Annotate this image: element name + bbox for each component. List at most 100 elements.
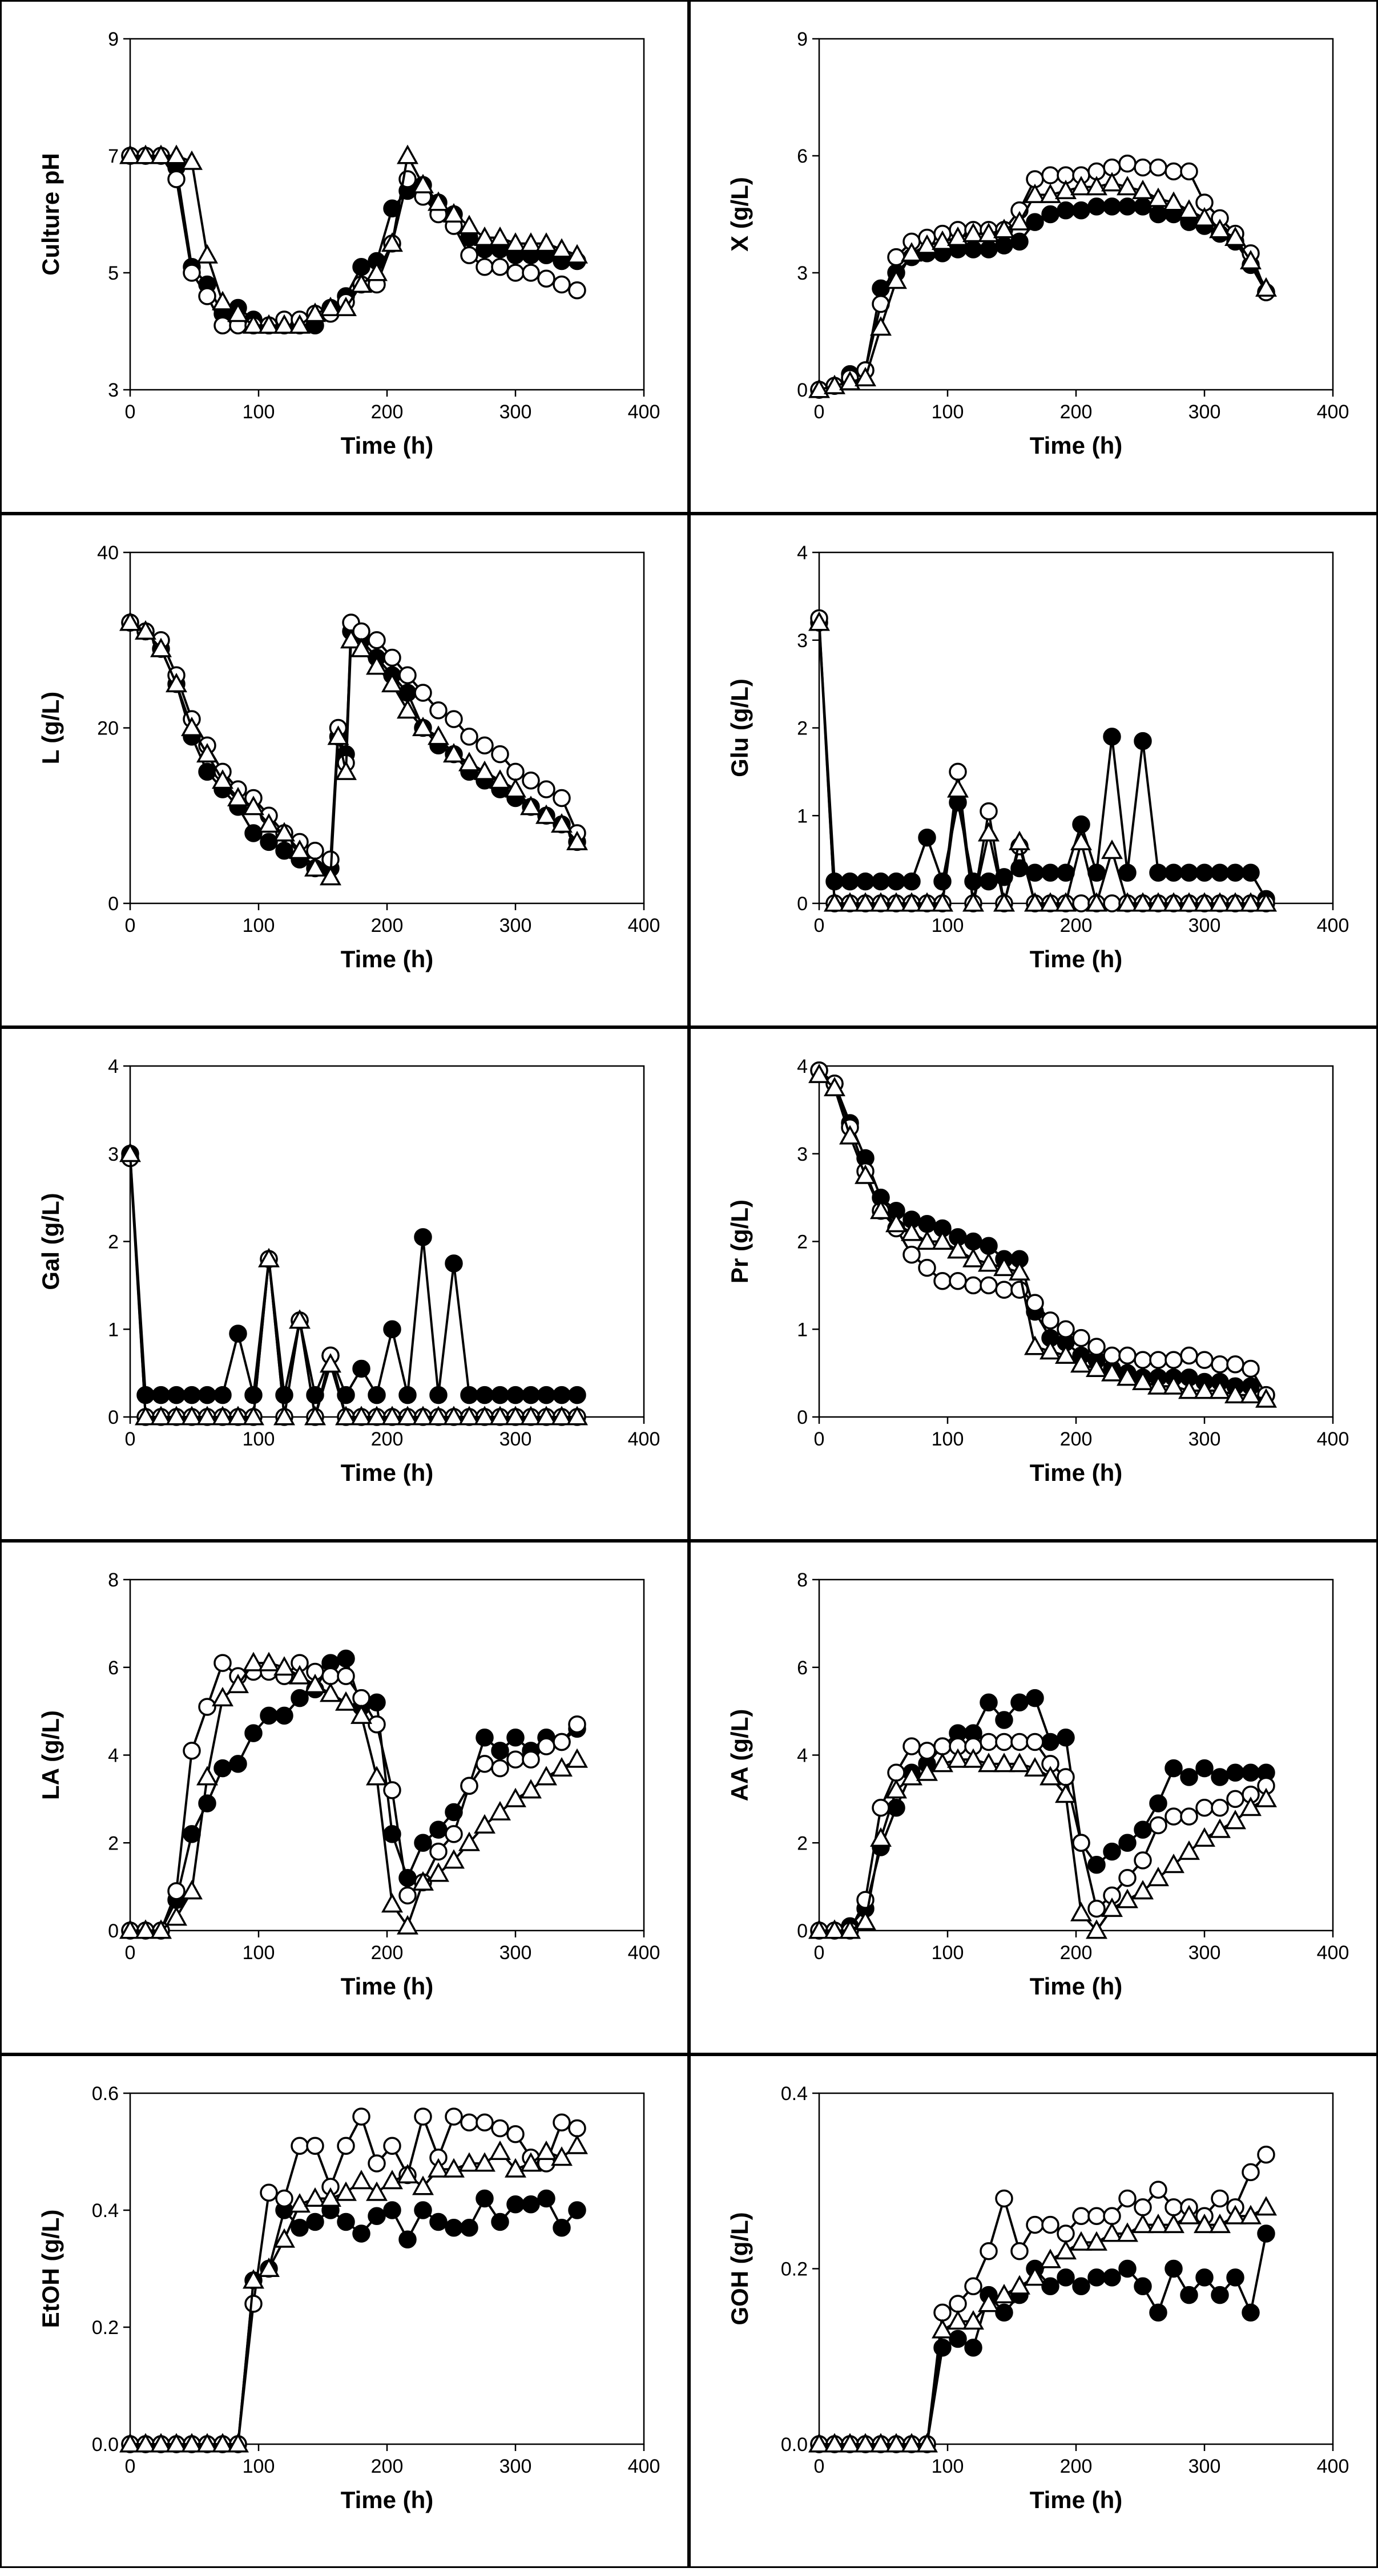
data-point-open_triangle bbox=[1055, 2240, 1077, 2260]
data-point-open_circle bbox=[306, 2137, 324, 2155]
data-point-open_triangle bbox=[196, 2433, 218, 2453]
chart-panel-l: 0 20 40 0 100 200 300 400 Time (h) L (g/L) bbox=[0, 514, 689, 1027]
x-tick-label: 0 bbox=[125, 915, 136, 936]
data-point-open_circle bbox=[429, 1842, 448, 1861]
data-point-filled_circle bbox=[414, 1228, 432, 1246]
x-tick-label: 300 bbox=[499, 401, 532, 423]
y-tick-label: 0.4 bbox=[781, 2083, 808, 2105]
data-point-open_triangle bbox=[304, 1406, 326, 1426]
data-point-open_triangle bbox=[489, 1800, 511, 1820]
data-point-open_triangle bbox=[1255, 1388, 1277, 1408]
data-point-open_triangle bbox=[901, 242, 922, 262]
data-point-open_triangle bbox=[458, 752, 480, 772]
data-point-open_triangle bbox=[273, 1406, 295, 1426]
data-point-open_triangle bbox=[243, 1406, 264, 1426]
chart-panel-aa: 0 2 4 6 8 0 100 200 300 400 Time (h) AA (g/L) bbox=[689, 1541, 1378, 2054]
data-point-filled_circle bbox=[1180, 1768, 1198, 1786]
data-point-filled_circle bbox=[213, 1386, 232, 1404]
x-tick-label: 100 bbox=[932, 1942, 964, 1964]
data-point-open_triangle bbox=[1070, 176, 1092, 196]
data-point-open_triangle bbox=[1070, 830, 1092, 850]
data-point-open_circle bbox=[553, 789, 571, 807]
data-point-open_triangle bbox=[474, 1406, 495, 1426]
data-point-open_circle bbox=[1149, 2181, 1167, 2199]
data-point-filled_circle bbox=[1057, 201, 1075, 220]
y-tick-label: 8 bbox=[797, 1569, 808, 1591]
data-point-open_circle bbox=[414, 684, 432, 702]
data-point-open_circle bbox=[1134, 1351, 1152, 1369]
data-point-open_triangle bbox=[1178, 2204, 1200, 2224]
y-axis-title: L (g/L) bbox=[37, 692, 64, 765]
data-point-open_triangle bbox=[243, 314, 264, 334]
data-point-open_triangle bbox=[1224, 1810, 1246, 1830]
data-point-open_triangle bbox=[227, 302, 249, 322]
data-point-open_circle bbox=[337, 1667, 355, 1685]
x-tick-label: 0 bbox=[125, 1428, 136, 1450]
data-point-open_circle bbox=[383, 648, 401, 667]
data-point-open_triangle bbox=[505, 1406, 526, 1426]
data-point-open_triangle bbox=[839, 1125, 861, 1145]
data-point-filled_circle bbox=[1118, 197, 1137, 216]
x-tick-label: 400 bbox=[628, 1428, 660, 1450]
data-point-open_triangle bbox=[196, 1406, 218, 1426]
data-point-filled_circle bbox=[1026, 213, 1044, 231]
data-point-open_triangle bbox=[489, 769, 511, 789]
data-point-open_circle bbox=[553, 2113, 571, 2131]
data-point-filled_circle bbox=[1134, 732, 1152, 750]
y-tick-label: 3 bbox=[797, 630, 808, 652]
data-point-open_circle bbox=[1180, 162, 1198, 181]
data-point-open_circle bbox=[306, 842, 324, 860]
y-tick-label: 3 bbox=[797, 1144, 808, 1165]
data-point-open_circle bbox=[213, 1654, 232, 1672]
data-point-open_triangle bbox=[1055, 1344, 1077, 1364]
data-point-filled_circle bbox=[918, 1215, 936, 1233]
data-point-open_triangle bbox=[808, 378, 830, 398]
data-point-open_triangle bbox=[1070, 1901, 1092, 1921]
data-point-open_triangle bbox=[535, 1766, 557, 1786]
y-tick-label: 40 bbox=[97, 542, 119, 564]
data-point-open_triangle bbox=[885, 1779, 907, 1799]
chart-panel-gal: 0 1 2 3 4 0 100 200 300 400 Time (h) Gal (g/L) bbox=[0, 1027, 689, 1541]
data-point-open_circle bbox=[491, 2119, 509, 2138]
y-axis-title: Culture pH bbox=[37, 153, 64, 276]
data-point-filled_circle bbox=[1165, 2259, 1183, 2278]
x-tick-label: 0 bbox=[814, 1942, 825, 1964]
data-point-open_circle bbox=[568, 2119, 586, 2138]
data-point-open_triangle bbox=[1055, 892, 1077, 912]
data-point-open_triangle bbox=[350, 1704, 372, 1724]
data-point-open_circle bbox=[213, 316, 232, 334]
data-point-filled_circle bbox=[1211, 1768, 1229, 1786]
data-point-open_triangle bbox=[258, 314, 280, 334]
chart-x: 0 3 6 9 0 100 200 300 400 Time (h) X (g/L) bbox=[726, 29, 1349, 459]
data-point-open_circle bbox=[1103, 1346, 1121, 1365]
data-point-open_circle bbox=[1072, 1329, 1090, 1347]
data-point-open_triangle bbox=[1209, 219, 1231, 239]
data-point-open_triangle bbox=[824, 2433, 845, 2453]
data-point-open_triangle bbox=[978, 822, 1000, 842]
data-point-open_triangle bbox=[135, 620, 156, 640]
data-point-open_triangle bbox=[1101, 839, 1123, 859]
data-point-filled_circle bbox=[1041, 1733, 1059, 1751]
data-point-filled_circle bbox=[1165, 1759, 1183, 1778]
data-point-open_triangle bbox=[916, 892, 938, 912]
data-point-open_triangle bbox=[1224, 892, 1246, 912]
data-point-open_triangle bbox=[551, 813, 573, 833]
data-point-filled_circle bbox=[995, 2303, 1013, 2322]
data-point-filled_circle bbox=[1242, 863, 1260, 882]
data-point-open_triangle bbox=[1086, 176, 1107, 196]
data-point-open_triangle bbox=[335, 2181, 357, 2201]
data-point-filled_circle bbox=[1057, 2268, 1075, 2287]
data-point-open_triangle bbox=[1194, 2214, 1215, 2234]
data-point-open_triangle bbox=[1039, 183, 1061, 203]
data-point-filled_circle bbox=[337, 2212, 355, 2231]
data-point-filled_circle bbox=[414, 2201, 432, 2219]
data-point-open_triangle bbox=[335, 1691, 357, 1711]
data-point-filled_circle bbox=[398, 1869, 417, 1887]
data-point-open_triangle bbox=[150, 1919, 172, 1939]
data-point-filled_circle bbox=[244, 1386, 263, 1404]
y-tick-label: 0.2 bbox=[92, 2317, 119, 2339]
chart-pr: 0 1 2 3 4 0 100 200 300 400 Time (h) Pr (g/L) bbox=[726, 1056, 1349, 1486]
data-point-open_triangle bbox=[350, 1406, 372, 1426]
x-tick-label: 400 bbox=[1317, 2456, 1349, 2477]
y-axis-title: GOH (g/L) bbox=[726, 2212, 753, 2325]
